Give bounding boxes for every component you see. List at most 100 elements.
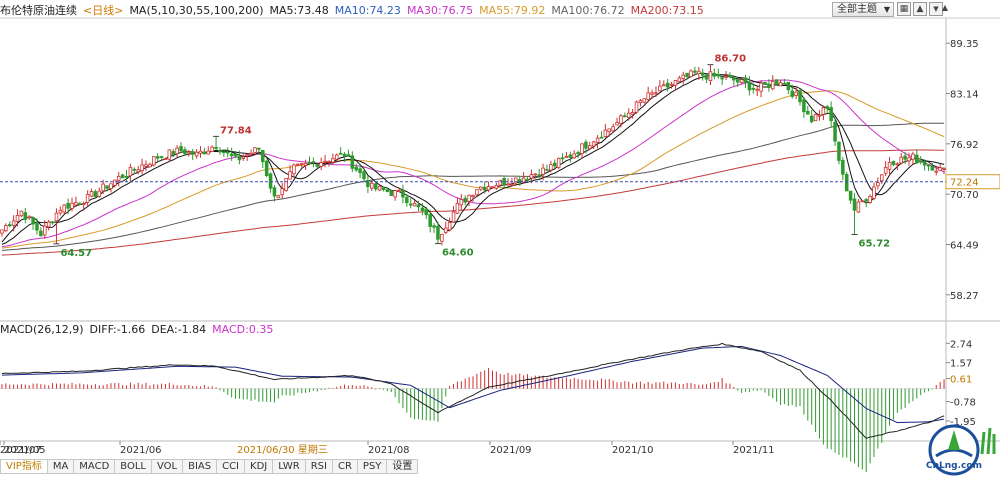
- grid-toggle-icon[interactable]: ▦: [897, 2, 911, 16]
- candle-body: [241, 156, 246, 159]
- candle-body: [428, 214, 432, 227]
- candle-body: [50, 221, 55, 224]
- candle-body: [249, 152, 253, 155]
- indicator-tab[interactable]: CCI: [217, 459, 246, 474]
- candle-body: [837, 141, 841, 161]
- extreme-label: 77.84: [220, 125, 252, 136]
- candle-body: [338, 152, 343, 155]
- candle-body: [844, 173, 849, 192]
- candle-body: [665, 82, 670, 88]
- ma55-line: [1, 90, 945, 249]
- y-tick-label: 76.92: [950, 140, 979, 151]
- candle-body: [261, 149, 265, 163]
- candle-body: [697, 70, 701, 75]
- candle-body: [907, 157, 911, 162]
- indicator-tab[interactable]: RSI: [305, 459, 333, 474]
- candle-body: [366, 180, 370, 188]
- theme-label: 全部主题: [837, 4, 877, 15]
- candle-body: [728, 74, 732, 78]
- candle-body: [405, 197, 409, 204]
- candle-body: [276, 195, 281, 199]
- indicator-tab[interactable]: MA: [47, 459, 75, 474]
- indicator-tab[interactable]: VIP指标: [0, 459, 48, 474]
- zoom-out-icon[interactable]: ▼: [929, 2, 943, 16]
- candle-body: [693, 70, 697, 73]
- candle-body: [66, 202, 70, 209]
- indicator-tab[interactable]: 设置: [387, 459, 419, 474]
- candle-body: [572, 153, 576, 159]
- candle-body: [78, 203, 82, 205]
- candle-body: [284, 177, 288, 192]
- x-tick-label: 2021/10: [612, 445, 654, 456]
- candle-body: [0, 229, 4, 234]
- indicator-tab[interactable]: BIAS: [183, 459, 218, 474]
- candle-body: [109, 183, 113, 189]
- candle-body: [296, 163, 300, 166]
- candle-body: [475, 189, 479, 196]
- period-label[interactable]: <日线>: [83, 4, 124, 17]
- candle-body: [848, 190, 853, 201]
- indicator-tab[interactable]: PSY: [357, 459, 388, 474]
- candle-body: [35, 223, 39, 231]
- candle-body: [459, 199, 464, 206]
- candle-body: [15, 215, 20, 222]
- candle-body: [397, 190, 401, 192]
- candle-body: [642, 98, 647, 103]
- candle-body: [922, 161, 927, 166]
- x-tick-label: 2021/06: [120, 445, 162, 456]
- macd-y-tick-label: 2.74: [950, 339, 972, 350]
- candle-body: [451, 211, 456, 223]
- current-price-label: 72.24: [950, 178, 979, 189]
- candle-body: [198, 150, 203, 154]
- candle-body: [630, 112, 635, 115]
- candle-body: [4, 225, 8, 232]
- candle-body: [85, 193, 90, 203]
- candle-body: [257, 147, 261, 150]
- macd-y-tick-label: -0.78: [950, 398, 976, 409]
- candle-body: [864, 199, 868, 202]
- candle-body: [899, 156, 903, 164]
- indicator-tab[interactable]: MACD: [74, 459, 116, 474]
- candle-body: [619, 115, 623, 124]
- candle-body: [774, 79, 779, 85]
- x-tick-label: 2021/11: [733, 445, 775, 456]
- candle-body: [167, 149, 172, 160]
- candle-body: [377, 185, 382, 191]
- ma-params: MA(5,10,30,55,100,200): [129, 4, 264, 17]
- extreme-label: 86.70: [714, 54, 746, 65]
- candle-body: [638, 100, 643, 103]
- macd-value: MACD:0.35: [212, 323, 274, 336]
- candle-body: [747, 81, 752, 91]
- candle-body: [588, 145, 592, 149]
- indicator-tab[interactable]: CR: [332, 459, 358, 474]
- candle-body: [552, 162, 557, 167]
- candle-body: [334, 154, 339, 160]
- macd-params: MACD(26,12,9): [0, 323, 84, 336]
- candle-body: [903, 155, 907, 160]
- candle-body: [802, 99, 806, 113]
- y-tick-label: 58.27: [950, 291, 979, 302]
- zoom-in-icon[interactable]: ▲: [913, 2, 927, 16]
- scroll-up-icon[interactable]: ▲: [941, 3, 949, 12]
- candle-body: [46, 221, 51, 228]
- candle-body: [716, 73, 721, 77]
- theme-dropdown[interactable]: 全部主题 ▼: [832, 2, 894, 17]
- candle-body: [202, 152, 207, 155]
- indicator-tab[interactable]: KDJ: [245, 459, 274, 474]
- candle-body: [498, 179, 503, 186]
- indicator-tab[interactable]: VOL: [151, 459, 184, 474]
- candle-body: [751, 87, 756, 90]
- candle-body: [299, 163, 304, 165]
- candle-body: [303, 163, 308, 166]
- candle-body: [580, 143, 584, 154]
- x-tick-label: 2021/08: [368, 445, 410, 456]
- candle-body: [237, 156, 242, 161]
- candle-body: [482, 186, 487, 191]
- candle-body: [268, 173, 273, 189]
- indicator-tab[interactable]: LWR: [273, 459, 306, 474]
- candle-body: [163, 158, 168, 160]
- indicator-tab[interactable]: BOLL: [115, 459, 152, 474]
- candle-body: [595, 137, 600, 143]
